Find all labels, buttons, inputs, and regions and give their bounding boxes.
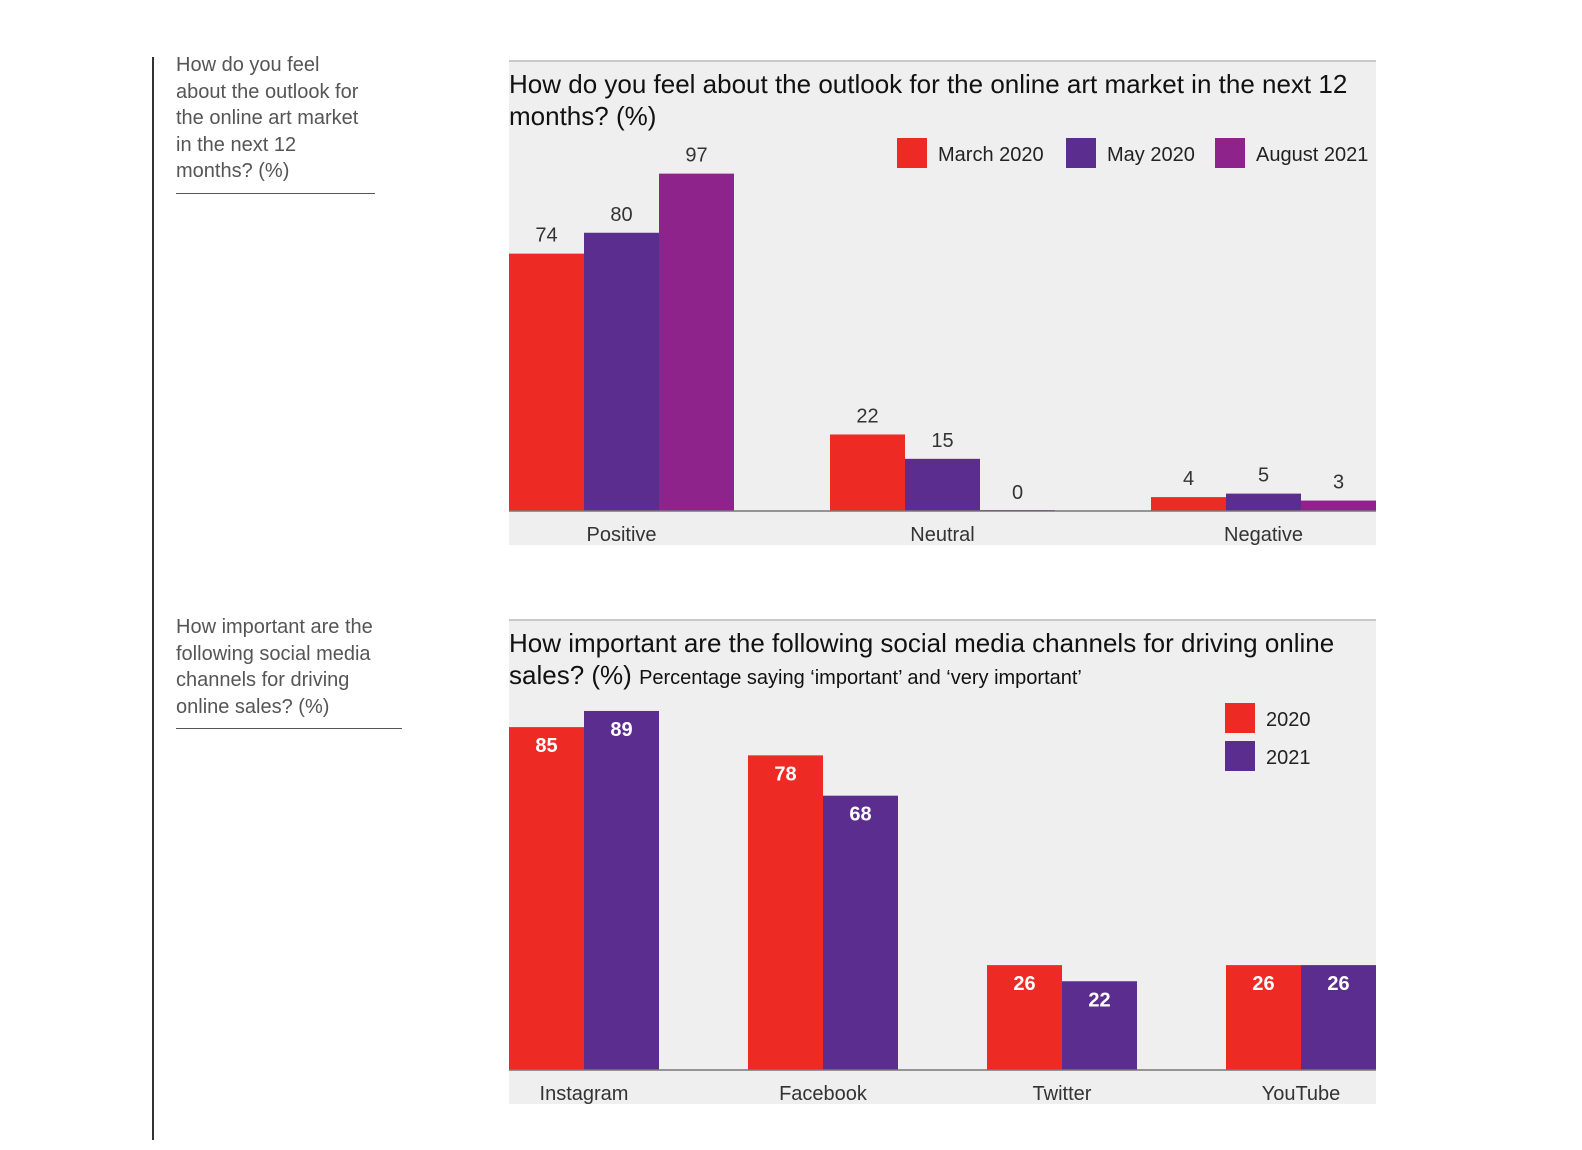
- legend-swatch-august-2021: [1215, 138, 1245, 168]
- social-chart-panel: How important are the following social m…: [509, 619, 1376, 1104]
- bar-twitter-2020: [987, 965, 1062, 1070]
- data-label-negative-march-2020: 4: [1183, 468, 1194, 490]
- data-label-positive-may-2020: 80: [610, 204, 632, 226]
- data-label-youtube-2020: 26: [1252, 973, 1274, 995]
- legend-swatch-may-2020: [1066, 138, 1096, 168]
- bar-youtube-2020: [1226, 965, 1301, 1070]
- data-label-negative-may-2020: 5: [1258, 465, 1269, 487]
- vertical-rule: [152, 57, 154, 1140]
- data-label-neutral-march-2020: 22: [856, 405, 878, 427]
- bar-instagram-2021: [584, 710, 659, 1070]
- bar-facebook-2020: [748, 755, 823, 1070]
- category-label-twitter: Twitter: [1033, 1083, 1092, 1104]
- bar-youtube-2021: [1301, 965, 1376, 1070]
- bar-positive-august-2021: [659, 173, 734, 511]
- legend-label-2020: 2020: [1266, 709, 1311, 731]
- data-label-positive-march-2020: 74: [535, 225, 557, 247]
- bar-instagram-2020: [509, 727, 584, 1070]
- category-label-facebook: Facebook: [779, 1083, 868, 1104]
- category-label-negative: Negative: [1224, 524, 1303, 545]
- bar-positive-march-2020: [509, 253, 584, 512]
- legend-label-march-2020: March 2020: [938, 144, 1044, 166]
- legend-swatch-2020: [1225, 703, 1255, 733]
- bar-negative-may-2020: [1226, 493, 1301, 511]
- category-label-positive: Positive: [586, 524, 656, 545]
- data-label-positive-august-2021: 97: [685, 145, 707, 167]
- chart-title-text: How do you feel about the outlook for th…: [509, 69, 1348, 131]
- bar-twitter-2021: [1062, 981, 1137, 1070]
- bar-neutral-may-2020: [905, 458, 980, 511]
- data-label-instagram-2020: 85: [535, 735, 557, 757]
- data-label-facebook-2020: 78: [774, 763, 796, 785]
- category-label-instagram: Instagram: [540, 1083, 629, 1104]
- legend-label-august-2021: August 2021: [1256, 144, 1368, 166]
- bar-positive-may-2020: [584, 232, 659, 511]
- legend-label-may-2020: May 2020: [1107, 144, 1195, 166]
- data-label-neutral-may-2020: 15: [931, 430, 953, 452]
- chart-subtitle: Percentage saying ‘important’ and ‘very …: [639, 667, 1082, 689]
- bar-negative-march-2020: [1151, 497, 1226, 511]
- bar-negative-august-2021: [1301, 500, 1376, 511]
- legend-label-2021: 2021: [1266, 747, 1311, 769]
- social-bar-chart: 85 89 Instagram 78 68 Facebook 26 22 Twitter 26 26…: [509, 703, 1376, 1104]
- bar-facebook-2021: [823, 795, 898, 1070]
- side-caption-social: How important are the following social m…: [176, 614, 402, 729]
- data-label-twitter-2021: 22: [1088, 989, 1110, 1011]
- outlook-bar-chart: 74 80 97 Positive 22 15 0 Neutral 4 5 3 Negative Mar…: [509, 138, 1376, 545]
- data-label-youtube-2021: 26: [1327, 973, 1349, 995]
- chart-title: How do you feel about the outlook for th…: [509, 68, 1369, 132]
- bar-neutral-march-2020: [830, 434, 905, 511]
- data-label-twitter-2020: 26: [1013, 973, 1035, 995]
- chart-title: How important are the following social m…: [509, 627, 1369, 694]
- panel-top-rule: [509, 619, 1376, 621]
- side-caption-outlook: How do you feel about the outlook for th…: [176, 52, 375, 194]
- outlook-chart-panel: How do you feel about the outlook for th…: [509, 60, 1376, 545]
- legend-swatch-2021: [1225, 741, 1255, 771]
- data-label-facebook-2021: 68: [849, 804, 871, 826]
- legend-swatch-march-2020: [897, 138, 927, 168]
- data-label-neutral-august-2021: 0: [1012, 482, 1023, 504]
- category-label-youtube: YouTube: [1262, 1083, 1341, 1104]
- category-label-neutral: Neutral: [910, 524, 974, 545]
- chart-title-text: How important are the following social m…: [509, 628, 1335, 690]
- panel-top-rule: [509, 60, 1376, 62]
- data-label-instagram-2021: 89: [610, 719, 632, 741]
- data-label-negative-august-2021: 3: [1333, 472, 1344, 494]
